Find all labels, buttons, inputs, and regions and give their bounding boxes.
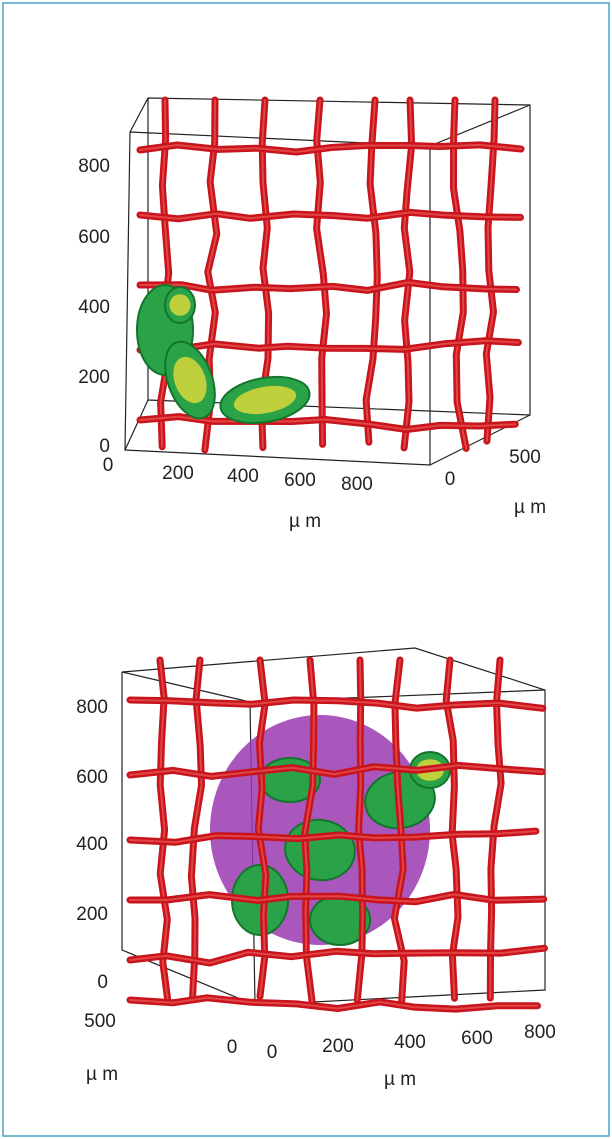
x-tick-label: 400 bbox=[227, 466, 259, 487]
z-tick-label: 400 bbox=[78, 297, 110, 318]
panel-2: 800 600 400 200 0 0 200 400 600 800 500 0 µ m µ m bbox=[76, 647, 556, 1090]
vessel-highlight bbox=[129, 893, 545, 903]
y-axis-label: µ m bbox=[514, 497, 546, 518]
z-tick-label: 600 bbox=[78, 227, 110, 248]
vessel-highlight bbox=[356, 659, 364, 1001]
x-axis-label: µ m bbox=[384, 1069, 416, 1090]
x-axis-label: µ m bbox=[289, 511, 321, 532]
x-tick-label: 600 bbox=[461, 1028, 493, 1049]
vessel-highlight bbox=[190, 659, 203, 998]
vessel-highlight bbox=[129, 764, 543, 778]
vessel-highlight bbox=[403, 99, 413, 449]
cell-core bbox=[169, 294, 191, 316]
vessel-highlight bbox=[489, 659, 503, 1000]
z-tick-label: 800 bbox=[78, 156, 110, 177]
vessel-highlight bbox=[129, 996, 539, 1011]
vessel-highlight bbox=[303, 659, 315, 1005]
x-tick-label: 0 bbox=[103, 455, 114, 476]
vessel-highlight bbox=[365, 99, 379, 444]
z-tick-label: 0 bbox=[97, 972, 108, 993]
z-tick-label: 400 bbox=[76, 834, 108, 855]
cell-core bbox=[173, 356, 207, 404]
box-edge bbox=[121, 671, 251, 703]
z-tick-label: 200 bbox=[76, 904, 108, 925]
y-tick-label: 0 bbox=[445, 469, 456, 490]
vessel-highlight bbox=[139, 211, 522, 220]
x-tick-label: 200 bbox=[162, 463, 194, 484]
y-tick-label: 500 bbox=[84, 1011, 116, 1032]
x-tick-label: 0 bbox=[267, 1042, 278, 1063]
y-tick-label: 0 bbox=[227, 1037, 238, 1058]
box-edge bbox=[129, 97, 149, 133]
vessel-highlight bbox=[315, 99, 328, 446]
x-tick-label: 600 bbox=[284, 470, 316, 491]
vessel-highlight bbox=[129, 947, 546, 965]
y-axis-label: µ m bbox=[86, 1064, 118, 1085]
y-tick-label: 500 bbox=[509, 447, 541, 468]
vessel-highlight bbox=[139, 281, 518, 292]
x-tick-label: 200 bbox=[322, 1036, 354, 1057]
vessel-highlight bbox=[139, 415, 517, 431]
box-edge bbox=[124, 399, 149, 451]
z-tick-label: 200 bbox=[78, 367, 110, 388]
z-tick-label: 600 bbox=[76, 767, 108, 788]
vessel-highlight bbox=[159, 99, 170, 448]
x-tick-label: 800 bbox=[524, 1022, 556, 1043]
vessel-highlight bbox=[159, 659, 169, 1001]
x-tick-label: 800 bbox=[341, 474, 373, 495]
cell-core bbox=[233, 385, 297, 415]
vessel-highlight bbox=[129, 698, 544, 710]
vessel-highlight bbox=[452, 99, 468, 450]
vessel-highlight bbox=[139, 143, 522, 154]
box-outline bbox=[121, 647, 546, 1006]
box-edge bbox=[429, 104, 531, 147]
vessel-highlight bbox=[257, 659, 267, 998]
z-tick-label: 800 bbox=[76, 697, 108, 718]
vessel-highlight bbox=[485, 99, 496, 443]
x-tick-label: 400 bbox=[394, 1032, 426, 1053]
vessel-highlight bbox=[139, 339, 520, 351]
vessel-highlight bbox=[129, 830, 537, 844]
z-tick-label: 0 bbox=[99, 436, 110, 457]
